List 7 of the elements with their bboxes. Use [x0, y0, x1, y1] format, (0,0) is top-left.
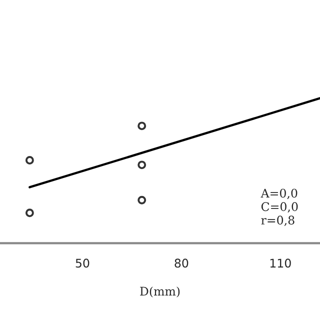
x-tick-label: 50: [76, 258, 90, 268]
annotation: A=0,0: [260, 188, 298, 200]
x-axis-title: D(mm): [140, 286, 180, 298]
annotation: C=0,0: [261, 202, 298, 213]
x-tick-label: 80: [174, 258, 188, 268]
annotation: r=0,8: [261, 216, 294, 226]
x-tick-label: 110: [270, 258, 291, 268]
